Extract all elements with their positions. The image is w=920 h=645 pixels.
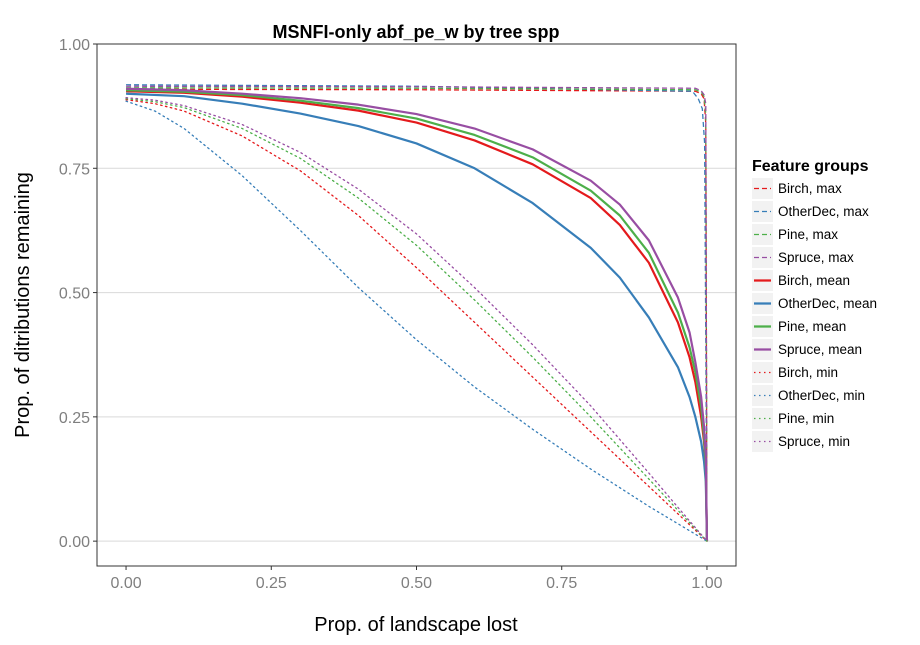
legend-item: Spruce, mean <box>752 339 862 360</box>
legend-label: Spruce, max <box>778 250 854 265</box>
legend-key-box <box>752 431 773 452</box>
legend-label: Spruce, mean <box>778 342 862 357</box>
legend-label: OtherDec, mean <box>778 296 877 311</box>
y-axis-title: Prop. of ditributions remaining <box>12 172 34 438</box>
legend-item: Pine, mean <box>752 316 846 337</box>
x-tick-label: 0.50 <box>401 575 432 592</box>
y-tick-label: 0.50 <box>59 286 90 303</box>
x-tick-label: 0.25 <box>256 575 287 592</box>
legend-label: OtherDec, max <box>778 204 869 219</box>
x-tick-label: 0.00 <box>110 575 141 592</box>
legend-item: Birch, max <box>752 178 842 199</box>
series-line-spruce-min <box>125 97 708 542</box>
legend-item: OtherDec, mean <box>752 293 877 314</box>
legend-key-box <box>752 408 773 429</box>
legend-item: Birch, mean <box>752 270 850 291</box>
legend-item: Pine, max <box>752 224 838 245</box>
legend-label: Birch, mean <box>778 273 850 288</box>
legend-item: OtherDec, max <box>752 201 869 222</box>
legend-item: Birch, min <box>752 362 838 383</box>
series-line-pine-min <box>125 98 708 542</box>
x-tick-label: 0.75 <box>546 575 577 592</box>
legend-item: Spruce, min <box>752 431 850 452</box>
legend-key-box <box>752 362 773 383</box>
x-axis-title: Prop. of landscape lost <box>314 614 518 636</box>
y-tick-label: 0.75 <box>59 161 90 178</box>
legend-title: Feature groups <box>752 158 869 175</box>
series-line-otherdec-min <box>125 100 708 542</box>
y-tick-label: 1.00 <box>59 37 90 54</box>
legend-label: Birch, min <box>778 365 838 380</box>
series-line-birch-min <box>125 99 708 542</box>
legend-item: OtherDec, min <box>752 385 865 406</box>
legend-label: Pine, max <box>778 227 838 242</box>
legend-item: Spruce, max <box>752 247 854 268</box>
chart-title: MSNFI-only abf_pe_w by tree spp <box>272 22 559 42</box>
y-tick-label: 0.25 <box>59 410 90 427</box>
legend-label: Spruce, min <box>778 434 850 449</box>
legend-item: Pine, min <box>752 408 834 429</box>
x-tick-label: 1.00 <box>691 575 722 592</box>
series-line-spruce-mean <box>126 87 709 542</box>
series-line-pine-max <box>126 87 708 542</box>
legend-label: Pine, mean <box>778 319 846 334</box>
series-line-otherdec-mean <box>126 92 709 542</box>
legend-label: OtherDec, min <box>778 388 865 403</box>
y-tick-label: 0.00 <box>59 534 90 551</box>
legend-key-box <box>752 385 773 406</box>
axis-ticks: 0.00 0.25 0.50 0.75 1.00 0.00 0.25 0.50 0.75 1.00 <box>59 37 723 592</box>
legend-label: Pine, min <box>778 411 834 426</box>
series-line-spruce-max <box>126 85 708 542</box>
series-line-birch-max <box>126 88 708 542</box>
plot-panel <box>97 44 736 566</box>
legend: Feature groups Birch, max OtherDec, max Pi… <box>752 158 877 452</box>
legend-label: Birch, max <box>778 181 842 196</box>
series-lines <box>125 84 709 542</box>
